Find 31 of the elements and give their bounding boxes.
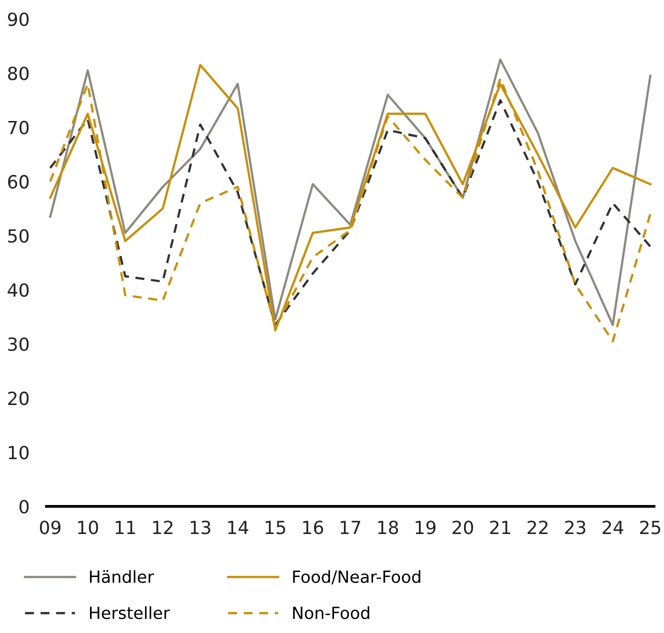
y-tick-label: 80 [8, 66, 29, 80]
y-tick-label: 60 [8, 174, 29, 189]
x-tick-label: 16 [303, 520, 324, 534]
x-tick-label: 10 [78, 520, 98, 534]
x-tick-label: 25 [640, 520, 660, 534]
y-tick-label: 30 [8, 337, 29, 352]
x-tick-label: 15 [266, 520, 286, 534]
legend-label: Händler [90, 570, 154, 584]
y-tick-label: 20 [8, 392, 29, 406]
x-tick-label: 11 [116, 520, 136, 534]
x-tick-label: 21 [490, 520, 510, 534]
x-tick-label: 24 [602, 520, 624, 534]
y-tick-label: 50 [8, 229, 29, 243]
x-tick-label: 20 [452, 520, 474, 534]
y-tick-label: 40 [8, 283, 29, 297]
x-tick-label: 13 [190, 520, 210, 534]
x-tick-label: 19 [416, 520, 436, 534]
legend-label: Non-Food [293, 606, 370, 620]
y-tick-label: 0 [20, 500, 29, 514]
legend-label: Food/Near-Food [293, 570, 420, 584]
x-tick-label: 12 [153, 520, 172, 534]
x-tick-label: 23 [565, 520, 586, 534]
y-tick-label: 90 [8, 12, 29, 26]
x-tick-label: 22 [528, 520, 548, 534]
x-tick-label: 18 [378, 520, 398, 534]
x-tick-label: 14 [228, 520, 248, 534]
x-tick-label: 17 [340, 520, 360, 534]
legend-label: Hersteller [90, 606, 170, 620]
y-tick-label: 70 [8, 120, 29, 134]
x-tick-label: 09 [40, 520, 60, 534]
y-tick-label: 10 [8, 446, 29, 460]
